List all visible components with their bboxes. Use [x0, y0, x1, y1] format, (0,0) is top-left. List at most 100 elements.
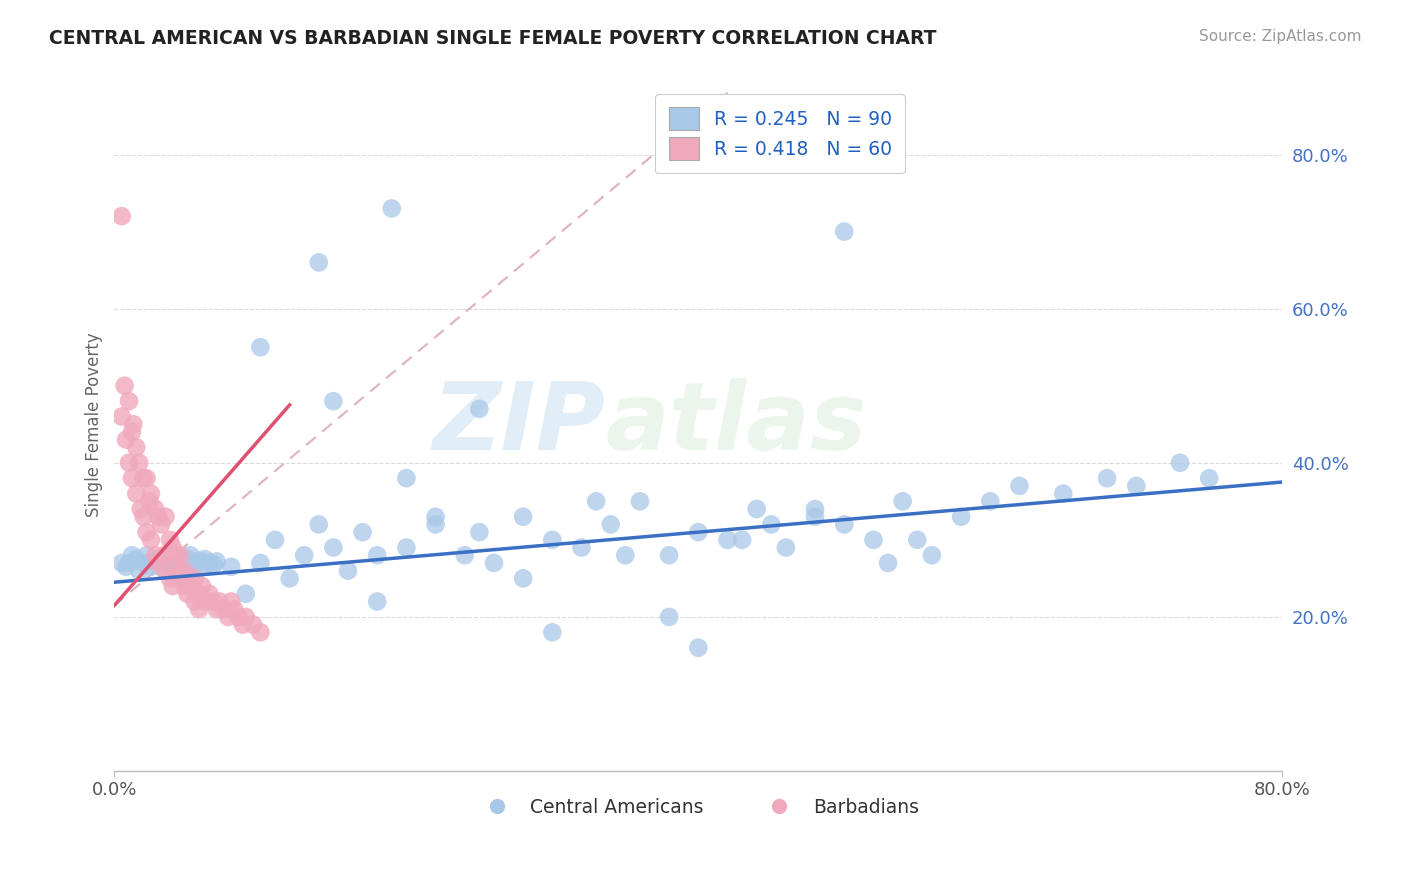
Y-axis label: Single Female Poverty: Single Female Poverty — [86, 332, 103, 516]
Point — [191, 579, 214, 593]
Point — [150, 517, 173, 532]
Point — [173, 564, 195, 578]
Point — [173, 562, 195, 576]
Point — [139, 533, 162, 547]
Point — [148, 509, 170, 524]
Point — [761, 517, 783, 532]
Point — [235, 610, 257, 624]
Point — [1198, 471, 1220, 485]
Point — [183, 594, 205, 608]
Point — [162, 579, 184, 593]
Point — [143, 556, 166, 570]
Point — [905, 533, 928, 547]
Point — [125, 552, 148, 566]
Point — [132, 556, 155, 570]
Point — [322, 394, 344, 409]
Point — [292, 548, 315, 562]
Point — [202, 558, 225, 572]
Point — [165, 548, 187, 562]
Point — [1095, 471, 1118, 485]
Point — [125, 441, 148, 455]
Point — [308, 517, 330, 532]
Point — [366, 548, 388, 562]
Point — [173, 579, 195, 593]
Point — [249, 340, 271, 354]
Point — [198, 556, 221, 570]
Point — [111, 209, 134, 223]
Point — [208, 594, 231, 608]
Point — [176, 587, 198, 601]
Point — [242, 617, 264, 632]
Point — [162, 541, 184, 555]
Point — [159, 571, 181, 585]
Point — [135, 471, 157, 485]
Point — [891, 494, 914, 508]
Point — [191, 559, 214, 574]
Point — [1168, 456, 1191, 470]
Point — [688, 640, 710, 655]
Point — [395, 471, 418, 485]
Point — [212, 602, 235, 616]
Point — [395, 541, 418, 555]
Point — [135, 525, 157, 540]
Point — [658, 548, 681, 562]
Point — [658, 610, 681, 624]
Point — [194, 552, 217, 566]
Point — [599, 517, 621, 532]
Point — [132, 509, 155, 524]
Point — [162, 549, 184, 564]
Point — [183, 558, 205, 572]
Point — [159, 533, 181, 547]
Point — [139, 486, 162, 500]
Point — [832, 517, 855, 532]
Point — [143, 548, 166, 562]
Point — [381, 202, 404, 216]
Point — [129, 502, 152, 516]
Point — [235, 587, 257, 601]
Point — [950, 509, 973, 524]
Point — [224, 602, 246, 616]
Point — [264, 533, 287, 547]
Point — [804, 502, 827, 516]
Point — [198, 587, 221, 601]
Point — [128, 456, 150, 470]
Legend: Central Americans, Barbadians: Central Americans, Barbadians — [471, 790, 927, 824]
Point — [176, 571, 198, 585]
Point — [148, 552, 170, 566]
Point — [148, 556, 170, 570]
Text: CENTRAL AMERICAN VS BARBADIAN SINGLE FEMALE POVERTY CORRELATION CHART: CENTRAL AMERICAN VS BARBADIAN SINGLE FEM… — [49, 29, 936, 47]
Point — [138, 494, 160, 508]
Point — [585, 494, 607, 508]
Point — [217, 610, 239, 624]
Point — [179, 579, 201, 593]
Point — [366, 594, 388, 608]
Point — [228, 610, 250, 624]
Point — [121, 471, 143, 485]
Point — [118, 456, 141, 470]
Text: ZIP: ZIP — [432, 378, 605, 470]
Point — [188, 587, 211, 601]
Point — [249, 625, 271, 640]
Point — [278, 571, 301, 585]
Point — [122, 417, 145, 432]
Point — [541, 625, 564, 640]
Point — [1125, 479, 1147, 493]
Point — [183, 571, 205, 585]
Point — [219, 559, 242, 574]
Point — [135, 548, 157, 562]
Point — [512, 509, 534, 524]
Point — [249, 556, 271, 570]
Point — [512, 571, 534, 585]
Point — [118, 394, 141, 409]
Point — [628, 494, 651, 508]
Point — [194, 594, 217, 608]
Point — [1052, 486, 1074, 500]
Point — [571, 541, 593, 555]
Point — [454, 548, 477, 562]
Point — [804, 509, 827, 524]
Point — [205, 602, 228, 616]
Point — [731, 533, 754, 547]
Point — [745, 502, 768, 516]
Point — [111, 409, 134, 424]
Point — [155, 554, 177, 568]
